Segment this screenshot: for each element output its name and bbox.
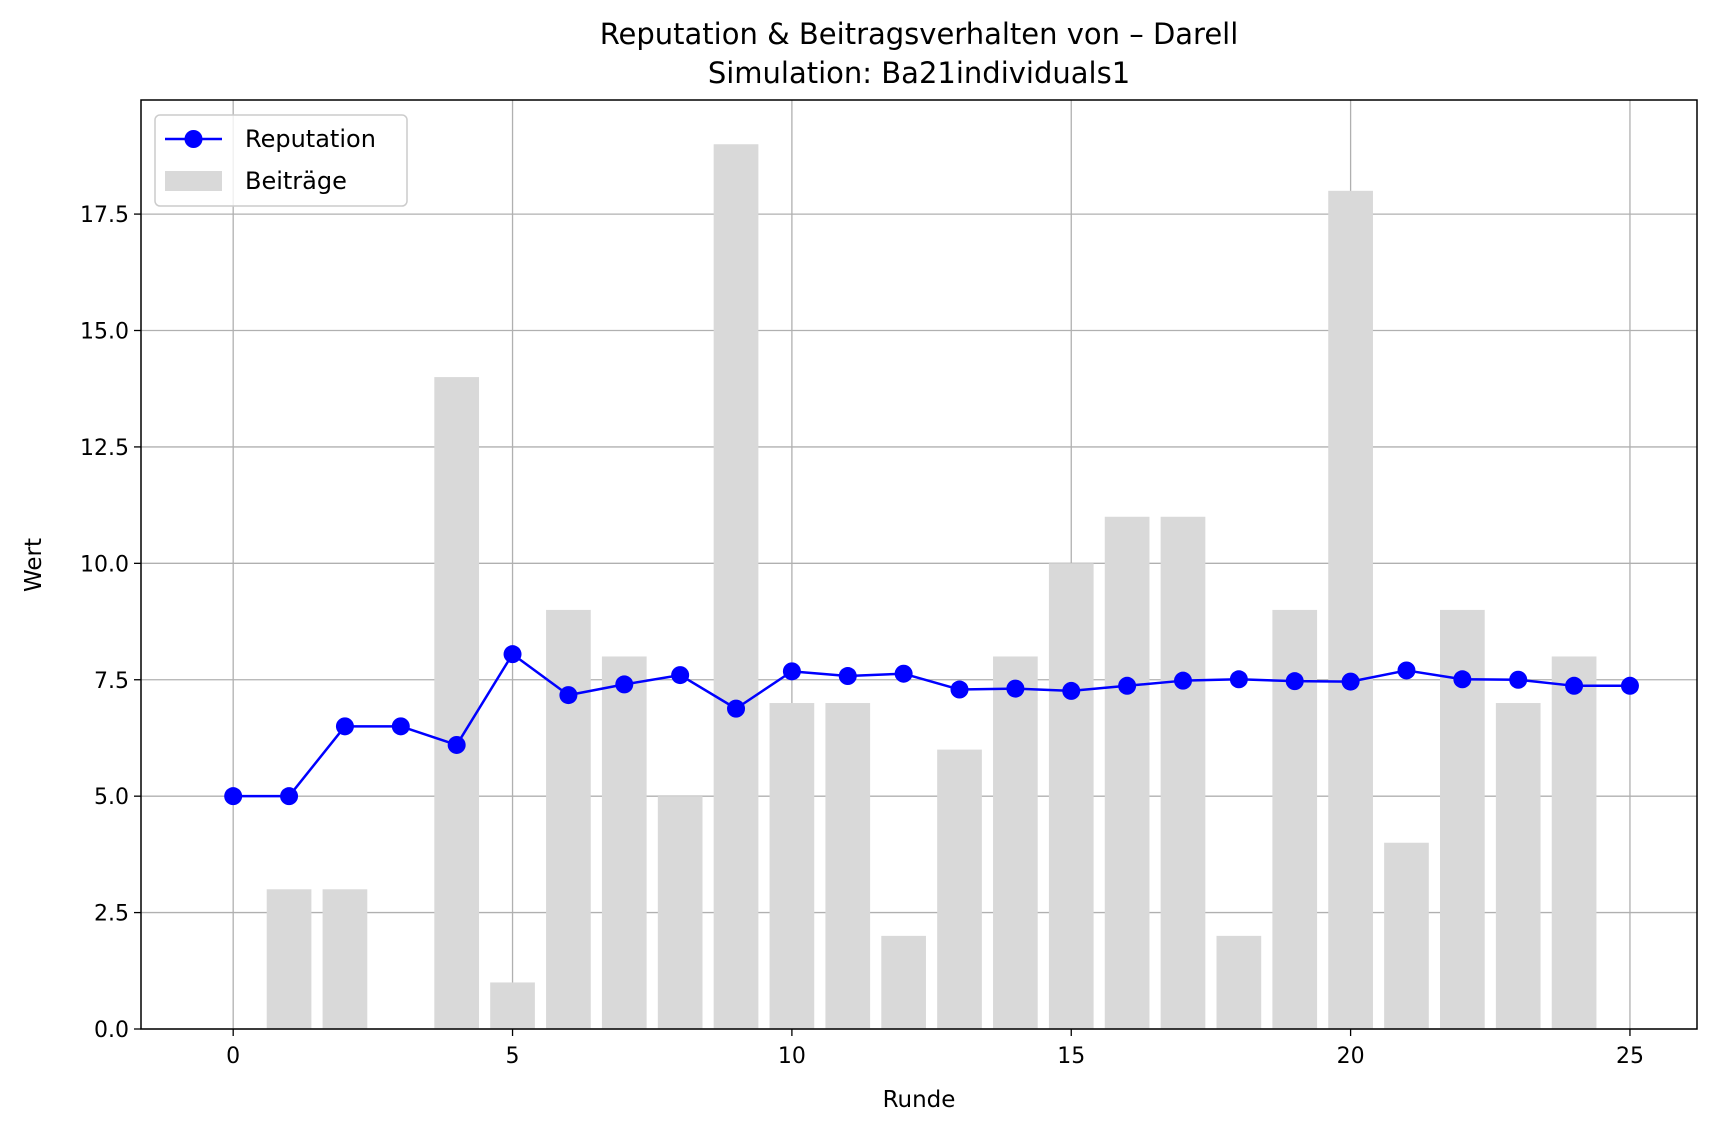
x-tick-label: 15	[1057, 1044, 1085, 1069]
bar-beitraege	[1384, 842, 1429, 1029]
bar-beitraege	[1160, 516, 1206, 1029]
reputation-point	[503, 645, 522, 664]
legend-reputation-marker-icon	[184, 130, 203, 148]
y-tick-label: 2.5	[94, 902, 129, 927]
reputation-point	[1397, 661, 1416, 680]
reputation-line	[233, 652, 1630, 798]
legend-label-beitraege: Beiträge	[245, 167, 347, 195]
reputation-point	[1565, 676, 1584, 695]
reputation-point	[1453, 670, 1472, 689]
reputation-point	[1173, 671, 1192, 690]
y-tick-label: 7.5	[94, 669, 129, 694]
y-tick-label: 12.5	[80, 436, 129, 461]
reputation-point	[1006, 679, 1025, 698]
bar-beitraege	[937, 749, 982, 1029]
y-tick-label: 17.5	[80, 203, 129, 228]
bar-beitraege	[1216, 935, 1262, 1029]
reputation-point	[894, 664, 913, 683]
reputation-point	[1620, 676, 1639, 695]
reputation-point	[447, 735, 466, 754]
reputation-point	[727, 699, 746, 718]
x-tick-label: 0	[226, 1044, 240, 1069]
bar-beitraege	[546, 609, 591, 1029]
reputation-point	[1118, 676, 1137, 695]
bar-beitraege	[1048, 563, 1094, 1029]
reputation-point	[950, 680, 969, 699]
bar-beitraege	[713, 144, 759, 1029]
reputation-point	[335, 717, 354, 736]
bar-beitraege	[434, 377, 480, 1029]
x-tick-label: 10	[778, 1044, 806, 1069]
plot-frame	[140, 99, 1698, 1030]
bar-beitraege	[322, 889, 368, 1029]
reputation-point	[1285, 672, 1304, 691]
grid	[141, 100, 1697, 1030]
bar-beitraege	[657, 796, 703, 1029]
bar-beitraege	[1328, 190, 1373, 1029]
x-tick-label: 25	[1616, 1044, 1644, 1069]
reputation-point	[280, 787, 299, 806]
x-axis-label: Runde	[883, 1087, 956, 1113]
y-axis-label: Wert	[21, 538, 47, 592]
x-axis: 0 5 10 15 20 25	[226, 1029, 1644, 1069]
y-axis: 0.0 2.5 5.0 7.5 10.0 12.5 15.0 17.5	[80, 203, 141, 1043]
reputation-point	[615, 675, 634, 694]
legend-label-reputation: Reputation	[245, 125, 376, 153]
bar-beitraege	[769, 703, 815, 1029]
line-reputation	[224, 645, 1639, 806]
reputation-point	[1341, 672, 1360, 691]
reputation-point	[671, 666, 690, 685]
y-tick-label: 15.0	[80, 320, 129, 345]
reputation-point	[559, 686, 578, 705]
reputation-point	[838, 667, 857, 686]
reputation-point	[1229, 670, 1248, 689]
reputation-point	[782, 662, 801, 681]
legend-beitraege-patch-icon	[165, 171, 222, 191]
bar-beitraege	[601, 656, 647, 1029]
chart-title: Reputation & Beitragsverhalten von – Dar…	[600, 17, 1239, 51]
chart-subtitle: Simulation: Ba21individuals1	[708, 56, 1130, 90]
reputation-point	[1509, 670, 1528, 689]
bar-beitraege	[825, 703, 871, 1029]
bar-beitraege	[266, 889, 312, 1029]
y-tick-label: 5.0	[94, 785, 129, 810]
bar-beitraege	[1551, 656, 1597, 1029]
bar-beitraege	[993, 656, 1038, 1029]
y-tick-label: 0.0	[94, 1018, 129, 1043]
bars-beitraege	[266, 144, 1597, 1029]
x-tick-label: 20	[1337, 1044, 1365, 1069]
reputation-point	[224, 787, 243, 806]
bar-beitraege	[1104, 516, 1150, 1029]
reputation-point	[391, 717, 410, 736]
legend: Reputation Beiträge	[154, 114, 408, 207]
bar-beitraege	[1495, 703, 1541, 1029]
y-tick-label: 10.0	[80, 552, 129, 577]
reputation-point	[1062, 681, 1081, 700]
bar-beitraege	[490, 982, 535, 1029]
x-tick-label: 5	[506, 1044, 520, 1069]
bar-beitraege	[881, 935, 926, 1029]
